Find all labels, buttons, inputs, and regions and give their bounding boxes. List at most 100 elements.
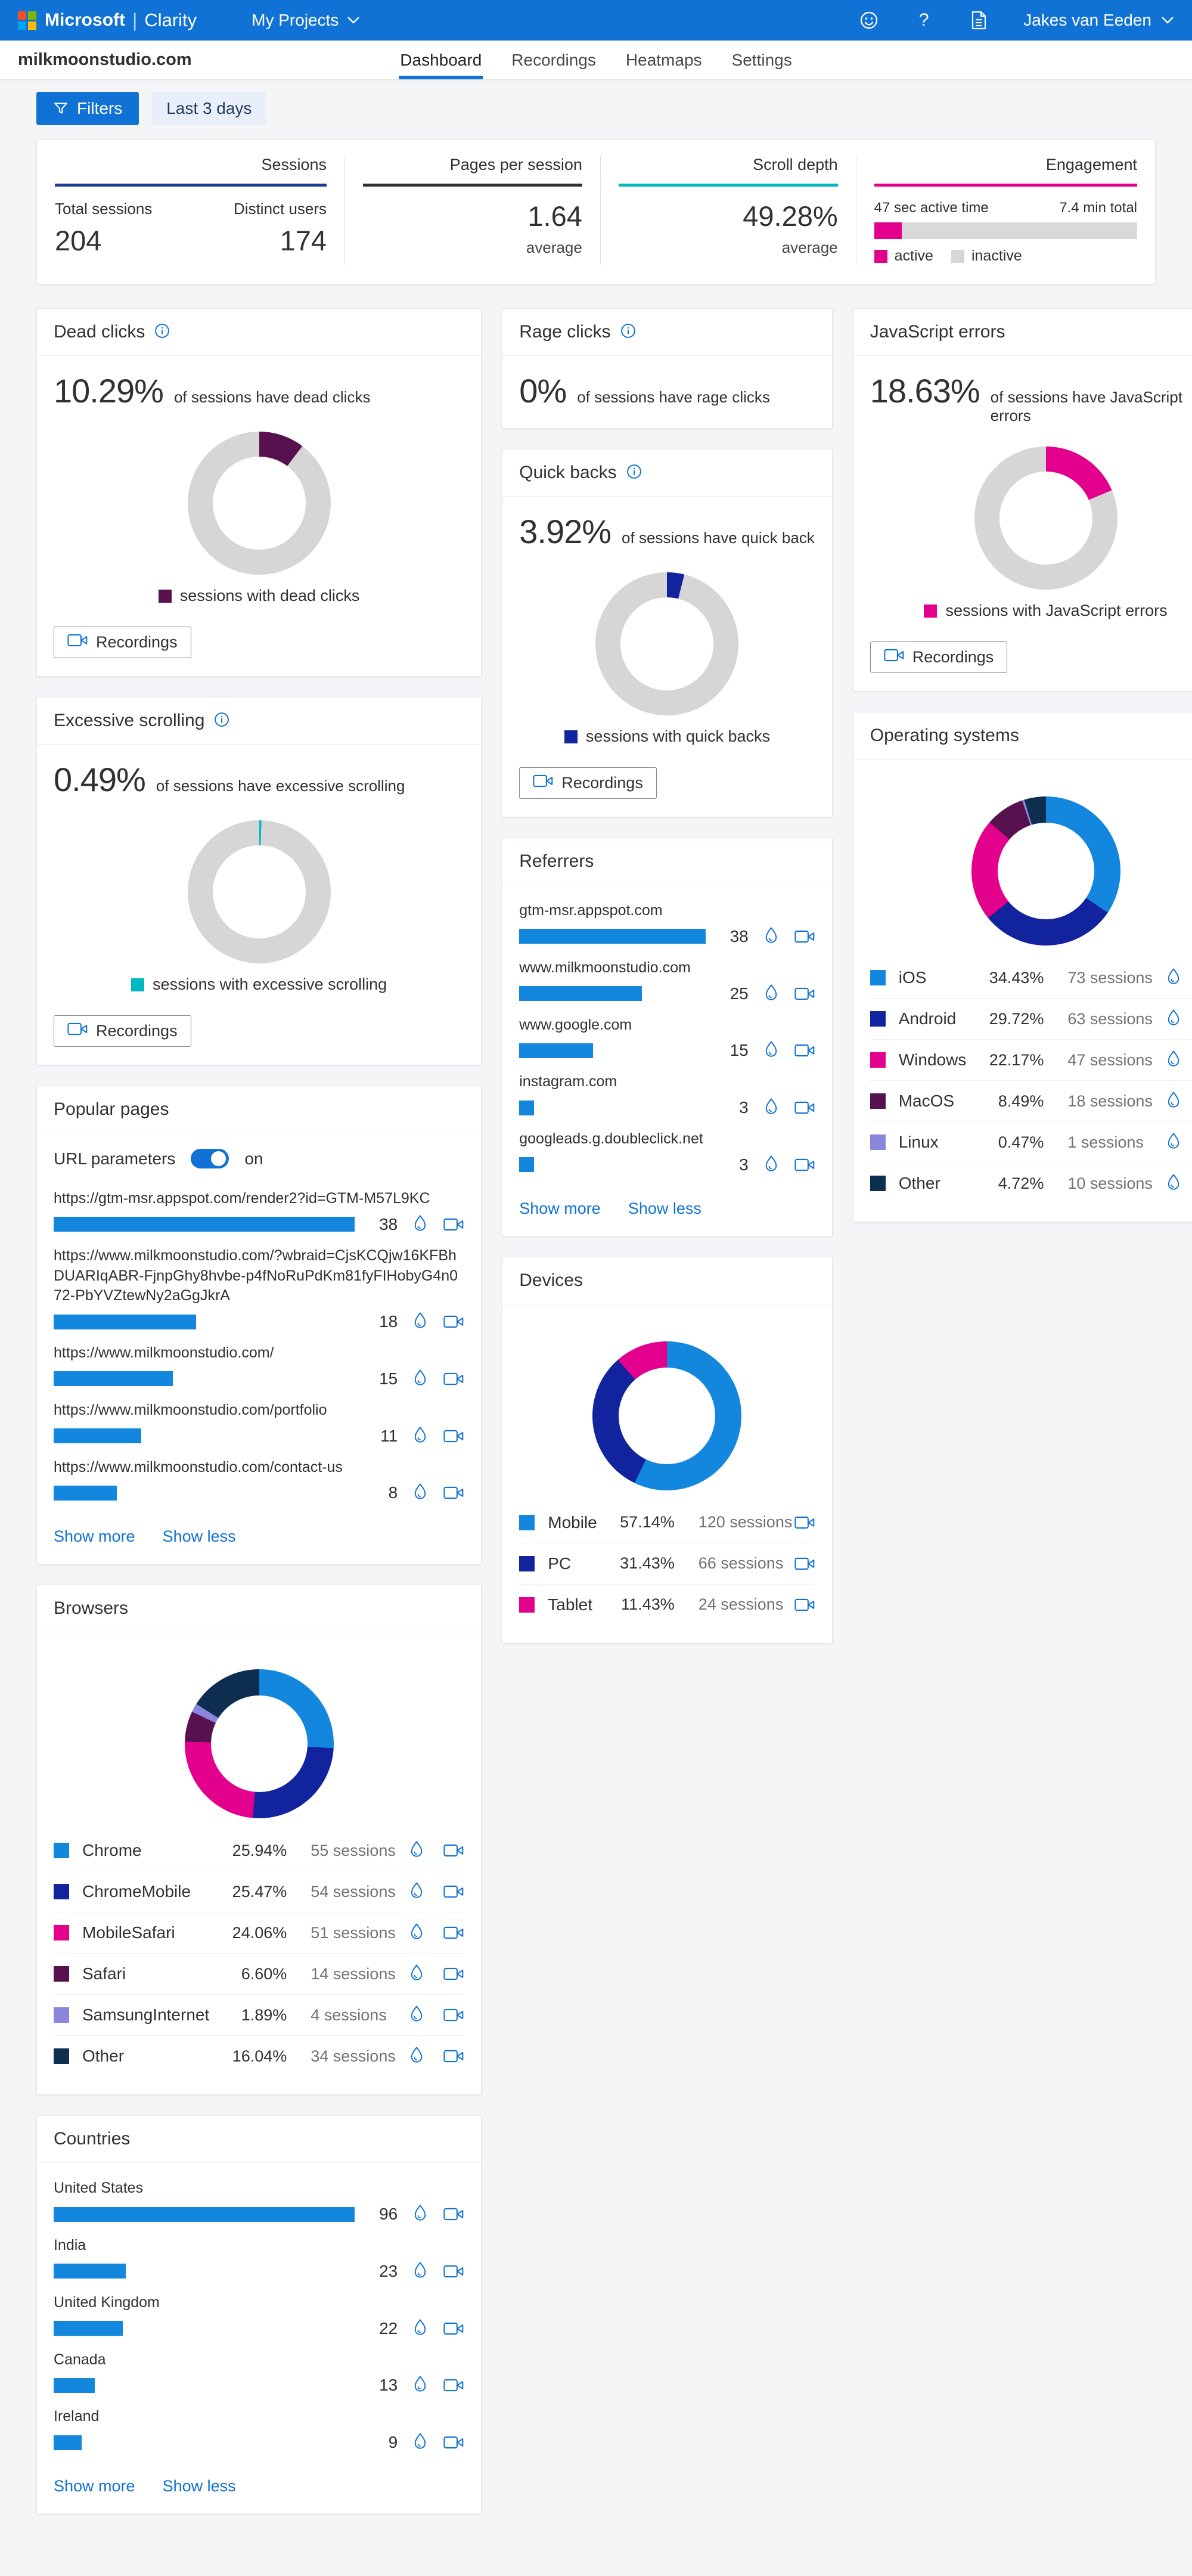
heatmap-flame-icon[interactable] <box>406 1840 427 1861</box>
help-icon[interactable]: ? <box>918 10 929 30</box>
recordings-button[interactable]: Recordings <box>870 641 1008 673</box>
recordings-camera-icon[interactable] <box>794 926 815 947</box>
tab-settings[interactable]: Settings <box>731 50 792 69</box>
heatmap-flame-icon[interactable] <box>406 2004 427 2026</box>
recordings-camera-icon[interactable] <box>443 2004 464 2026</box>
info-icon[interactable] <box>626 464 642 482</box>
tab-dashboard[interactable]: Dashboard <box>399 41 483 79</box>
recordings-camera-icon[interactable] <box>794 1553 815 1574</box>
heatmap-flame-icon[interactable] <box>406 1922 427 1943</box>
device-name: Tablet <box>548 1595 592 1614</box>
recordings-camera-icon[interactable] <box>443 2432 464 2453</box>
heatmap-flame-icon[interactable] <box>409 2374 431 2396</box>
country-value: 96 <box>379 2205 398 2223</box>
browser-percentage: 6.60% <box>241 1964 287 1983</box>
recordings-camera-icon[interactable] <box>443 2203 464 2225</box>
recordings-camera-icon[interactable] <box>443 1963 464 1985</box>
recordings-camera-icon[interactable] <box>443 1368 464 1390</box>
recordings-button[interactable]: Recordings <box>519 767 657 799</box>
popular-page-value: 15 <box>379 1369 398 1388</box>
url-parameters-label: URL parameters <box>54 1149 176 1168</box>
recordings-camera-icon[interactable] <box>443 2318 464 2339</box>
recordings-camera-icon[interactable] <box>794 1097 815 1118</box>
user-menu[interactable]: Jakes van Eeden <box>1023 11 1174 30</box>
tab-heatmaps[interactable]: Heatmaps <box>625 50 702 69</box>
info-icon[interactable] <box>154 323 170 342</box>
recordings-camera-icon[interactable] <box>443 2045 464 2067</box>
heatmap-flame-icon[interactable] <box>409 2318 431 2339</box>
url-parameters-toggle[interactable] <box>191 1149 229 1168</box>
heatmap-flame-icon[interactable] <box>760 1097 782 1118</box>
dead-clicks-card: Dead clicks 10.29% of sessions have dead… <box>36 308 482 677</box>
browser-percentage: 24.06% <box>232 1923 287 1942</box>
recordings-camera-icon[interactable] <box>443 1922 464 1943</box>
recordings-camera-icon[interactable] <box>443 1214 464 1235</box>
heatmap-flame-icon[interactable] <box>1163 1049 1184 1071</box>
recordings-button-label: Recordings <box>912 648 994 666</box>
filter-funnel-icon <box>54 103 67 114</box>
heatmap-flame-icon[interactable] <box>1163 1132 1184 1153</box>
heatmap-flame-icon[interactable] <box>409 2261 431 2282</box>
heatmap-flame-icon[interactable] <box>409 1482 431 1504</box>
heatmap-flame-icon[interactable] <box>1163 1008 1184 1030</box>
tab-recordings[interactable]: Recordings <box>511 50 596 69</box>
info-icon[interactable] <box>214 712 229 730</box>
heatmap-flame-icon[interactable] <box>760 1040 782 1061</box>
show-less-link[interactable]: Show less <box>162 2477 236 2495</box>
browser-row-chromemobile: ChromeMobile 25.47% 54 sessions <box>54 1871 465 1912</box>
heatmap-flame-icon[interactable] <box>406 2045 427 2067</box>
recordings-camera-icon[interactable] <box>443 1482 464 1504</box>
os-swatch <box>870 1134 886 1150</box>
filters-button[interactable]: Filters <box>36 92 139 125</box>
recordings-camera-icon[interactable] <box>794 1154 815 1176</box>
heatmap-flame-icon[interactable] <box>1163 1090 1184 1112</box>
heatmap-flame-icon[interactable] <box>406 1963 427 1985</box>
recordings-camera-icon[interactable] <box>794 1040 815 1061</box>
heatmap-flame-icon[interactable] <box>409 1368 431 1390</box>
feedback-smiley-icon[interactable] <box>859 10 879 30</box>
site-name: milkmoonstudio.com <box>18 50 192 69</box>
release-notes-icon[interactable] <box>968 10 989 30</box>
recordings-camera-icon[interactable] <box>443 2261 464 2282</box>
recordings-camera-icon[interactable] <box>794 983 815 1005</box>
my-projects-menu[interactable]: My Projects <box>252 11 360 30</box>
heatmap-flame-icon[interactable] <box>409 2432 431 2453</box>
recordings-camera-icon[interactable] <box>443 2374 464 2396</box>
recordings-camera-icon[interactable] <box>443 1425 464 1447</box>
recordings-camera-icon[interactable] <box>794 1594 815 1616</box>
country-row: Ireland 9 <box>54 2407 464 2453</box>
heatmap-flame-icon[interactable] <box>760 983 782 1005</box>
recordings-camera-icon[interactable] <box>443 1881 464 1902</box>
os-name: Linux <box>898 1133 939 1151</box>
show-less-link[interactable]: Show less <box>628 1199 701 1217</box>
recordings-button[interactable]: Recordings <box>54 627 191 658</box>
show-less-link[interactable]: Show less <box>162 1527 236 1546</box>
show-more-link[interactable]: Show more <box>54 1527 135 1546</box>
heatmap-flame-icon[interactable] <box>760 926 782 947</box>
recordings-button[interactable]: Recordings <box>54 1015 191 1047</box>
country-label: United States <box>54 2180 144 2197</box>
show-more-link[interactable]: Show more <box>519 1199 601 1217</box>
dead-clicks-value: 10.29% <box>54 372 164 410</box>
browser-name: MobileSafari <box>82 1923 175 1942</box>
heatmap-flame-icon[interactable] <box>409 1214 431 1235</box>
recordings-camera-icon[interactable] <box>443 1840 464 1861</box>
referrer-row: googleads.g.doubleclick.net 3 <box>519 1129 815 1176</box>
heatmap-flame-icon[interactable] <box>409 2203 431 2225</box>
heatmap-flame-icon[interactable] <box>409 1311 431 1332</box>
heatmap-flame-icon[interactable] <box>760 1154 782 1176</box>
recordings-camera-icon[interactable] <box>443 1311 464 1332</box>
country-bar-fill <box>54 2206 355 2222</box>
heatmap-flame-icon[interactable] <box>409 1425 431 1447</box>
heatmap-flame-icon[interactable] <box>1163 967 1184 988</box>
referrer-row: instagram.com 3 <box>519 1072 815 1118</box>
recordings-camera-icon[interactable] <box>794 1512 815 1533</box>
heatmap-flame-icon[interactable] <box>406 1881 427 1902</box>
date-range-chip[interactable]: Last 3 days <box>152 92 266 125</box>
show-more-link[interactable]: Show more <box>54 2477 135 2495</box>
info-icon[interactable] <box>620 323 636 342</box>
heatmap-flame-icon[interactable] <box>1163 1173 1184 1194</box>
distinct-users-value: 174 <box>280 225 327 256</box>
os-percentage: 29.72% <box>989 1009 1044 1028</box>
donut-hole <box>212 457 306 550</box>
